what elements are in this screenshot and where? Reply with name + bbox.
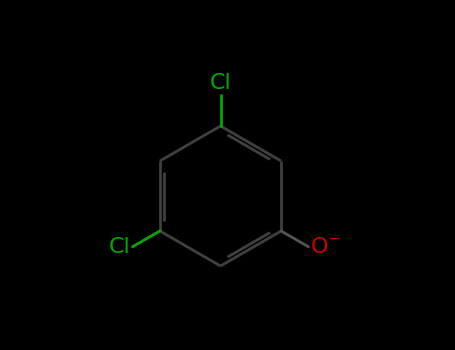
Text: Cl: Cl: [109, 237, 131, 257]
Text: Cl: Cl: [210, 73, 232, 93]
Text: O$^{-}$: O$^{-}$: [310, 237, 341, 257]
